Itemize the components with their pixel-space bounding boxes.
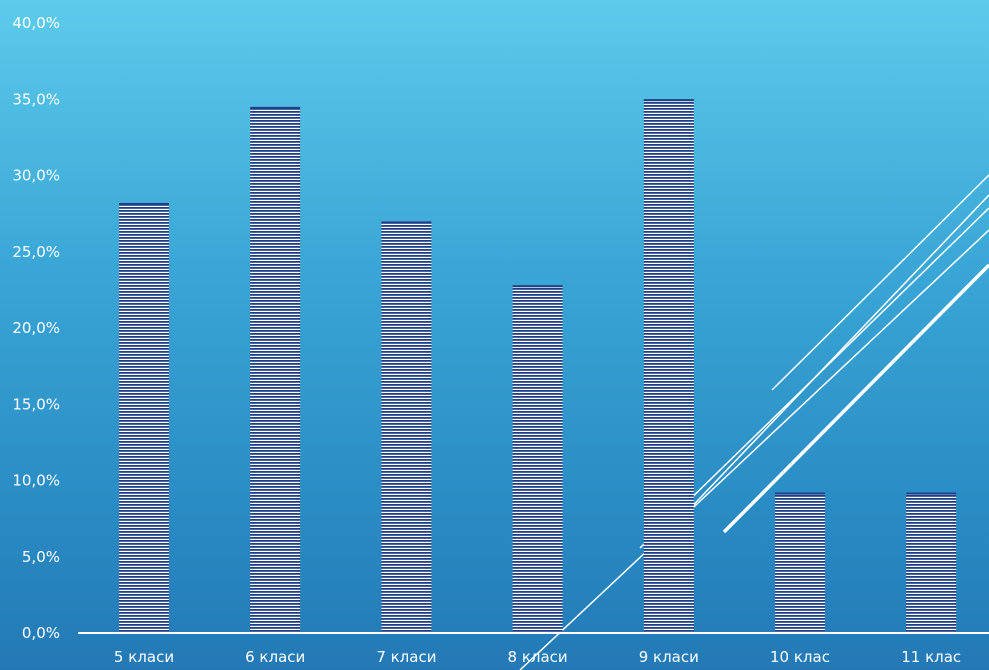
- bar: [775, 492, 825, 633]
- bar-top-edge: [381, 221, 432, 224]
- y-tick-label: 10,0%: [12, 472, 60, 490]
- decor-line: [659, 194, 989, 541]
- x-category-label: 10 клас: [770, 648, 830, 666]
- decor-line: [722, 263, 989, 534]
- y-tick-label: 20,0%: [12, 319, 60, 337]
- bar: [119, 202, 169, 633]
- bar-top-edge: [906, 492, 957, 495]
- x-category-label: 9 класи: [639, 648, 699, 666]
- bar-top-edge: [775, 492, 825, 495]
- x-category-label: 6 класи: [245, 648, 305, 666]
- bar: [906, 492, 957, 633]
- bar: [381, 221, 432, 633]
- x-axis-category-labels: 5 класи 6 класи 7 класи 8 класи 9 класи 10 кл…: [114, 648, 961, 666]
- y-tick-label: 35,0%: [12, 90, 60, 108]
- y-tick-label: 0,0%: [22, 624, 60, 642]
- x-category-label: 7 класи: [376, 648, 436, 666]
- y-tick-label: 25,0%: [12, 243, 60, 261]
- bar-top-edge: [512, 285, 563, 288]
- decor-line: [771, 174, 989, 391]
- x-category-label: 11 клас: [901, 648, 961, 666]
- bar-top-edge: [643, 99, 694, 102]
- y-tick-label: 5,0%: [22, 548, 60, 566]
- bar-top-edge: [119, 202, 169, 205]
- decor-line: [519, 229, 989, 670]
- y-axis-tick-labels: 0,0% 5,0% 10,0% 15,0% 20,0% 25,0% 30,0% 35,0% 40…: [12, 14, 60, 642]
- decorative-diagonal-lines: [519, 174, 989, 670]
- y-tick-label: 40,0%: [12, 14, 60, 32]
- y-tick-label: 30,0%: [12, 167, 60, 185]
- x-category-label: 5 класи: [114, 648, 174, 666]
- y-tick-label: 15,0%: [12, 395, 60, 413]
- bar: [643, 99, 694, 633]
- bar-top-edge: [250, 106, 301, 109]
- bar: [512, 285, 563, 633]
- x-category-label: 8 класи: [508, 648, 568, 666]
- bars: [119, 99, 957, 633]
- bar: [250, 106, 301, 633]
